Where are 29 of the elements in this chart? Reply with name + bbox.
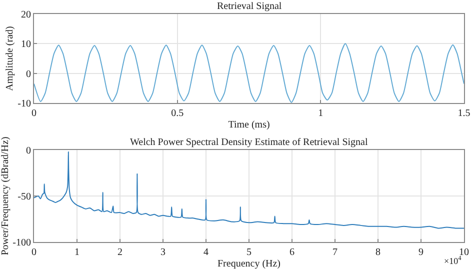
y-tick-label: 0: [26, 68, 31, 80]
x-tick-label: 7: [332, 247, 338, 258]
x-tick-label: 10: [459, 247, 469, 258]
y-axis-title: Power/Frequency (dBrad/Hz): [0, 136, 11, 256]
x-tick-label: 5: [246, 247, 252, 258]
y-tick-label: 10: [21, 39, 31, 50]
x-tick-label: 1: [74, 247, 80, 258]
chart-title: Welch Power Spectral Density Estimate of Retrieval Signal: [130, 137, 368, 148]
x-axis-title: Time (ms): [228, 120, 270, 130]
x-tick-label: 3: [160, 247, 166, 258]
chart-title: Retrieval Signal: [217, 1, 282, 12]
x-tick-label: 4: [204, 247, 208, 258]
line-series: [34, 43, 464, 103]
x-tick-label: 2: [118, 247, 122, 258]
x-axis-title: Frequency (Hz): [217, 258, 281, 270]
y-tick-label: -50: [18, 192, 31, 202]
x-tick-label: 0.5: [171, 108, 184, 119]
line-series: [34, 151, 464, 229]
y-tick-label: 0: [26, 146, 31, 156]
text: ×10$^{4}$: [444, 255, 462, 266]
y-tick-label: -10: [18, 98, 31, 110]
x-tick-label: 8: [376, 247, 380, 258]
x-tick-label: 9: [418, 247, 424, 258]
x-tick-label: 1: [318, 108, 324, 119]
x-tick-label: 6: [290, 247, 294, 258]
y-axis-title: Amplitude (rad): [4, 26, 16, 91]
y-tick-label: 20: [21, 10, 31, 20]
y-tick-label: -100: [12, 238, 31, 248]
x-tick-label: 1.5: [458, 108, 470, 119]
